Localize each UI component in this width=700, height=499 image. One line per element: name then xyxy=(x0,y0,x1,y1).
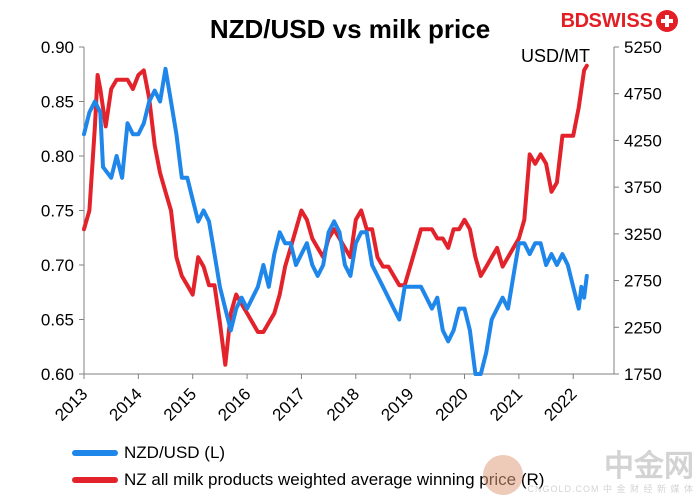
left-axis-tick-label: 0.75 xyxy=(41,202,74,221)
left-axis-tick-label: 0.60 xyxy=(41,365,74,384)
x-axis-tick-label: 2015 xyxy=(160,384,200,424)
x-axis-tick-label: 2020 xyxy=(432,384,472,424)
right-axis-tick-label: 1750 xyxy=(624,365,662,384)
cngold-watermark: 中金网 CNGOLD.COM 中 金 财 经 新 媒 体 xyxy=(483,452,694,495)
x-axis-tick-label: 2013 xyxy=(51,384,91,424)
logo-text-swiss: SWISS xyxy=(588,9,653,32)
legend-label-milk: NZ all milk products weighted average wi… xyxy=(124,470,545,489)
left-axis-tick-label: 0.90 xyxy=(41,38,74,57)
watermark-coin-icon xyxy=(483,455,524,495)
chart-title: NZD/USD vs milk price xyxy=(209,14,491,44)
swiss-cross-icon xyxy=(656,10,678,32)
right-axis-tick-label: 4250 xyxy=(624,131,662,150)
x-axis-tick-label: 2018 xyxy=(323,384,363,424)
logo-text-bd: BD xyxy=(560,9,589,32)
right-axis-tick-label: 4750 xyxy=(624,85,662,104)
left-axis-tick-label: 0.70 xyxy=(41,256,74,275)
right-axis-tick-label: 2750 xyxy=(624,272,662,291)
left-axis-tick-label: 0.80 xyxy=(41,147,74,166)
x-axis-tick-label: 2021 xyxy=(486,384,526,424)
x-axis-tick-label: 2017 xyxy=(269,384,309,424)
left-axis-tick-label: 0.65 xyxy=(41,311,74,330)
watermark-text: 中金网 CNGOLD.COM 中 金 财 经 新 媒 体 xyxy=(527,452,694,495)
x-axis-tick-label: 2019 xyxy=(377,384,417,424)
x-axis-tick-label: 2022 xyxy=(540,384,580,424)
right-axis-unit-label: USD/MT xyxy=(521,46,590,66)
x-axis-tick-label: 2016 xyxy=(214,384,254,424)
legend-swatch-nzdusd xyxy=(72,450,118,456)
left-axis-tick-label: 0.85 xyxy=(41,93,74,112)
legend-item-nzdusd: NZD/USD (L) xyxy=(72,443,225,463)
x-axis-tick-label: 2014 xyxy=(106,384,146,424)
watermark-sub-text: CNGOLD.COM 中 金 财 经 新 媒 体 xyxy=(527,484,694,494)
legend-item-milk: NZ all milk products weighted average wi… xyxy=(72,470,544,490)
legend-swatch-milk xyxy=(72,477,118,483)
series-line-milk xyxy=(82,63,589,367)
right-axis-tick-label: 2250 xyxy=(624,318,662,337)
series-line-nzdusd xyxy=(82,66,589,376)
right-axis-tick-label: 3250 xyxy=(624,225,662,244)
right-axis-tick-label: 3750 xyxy=(624,178,662,197)
legend-label-nzdusd: NZD/USD (L) xyxy=(124,443,226,462)
right-axis-tick-label: 5250 xyxy=(624,38,662,57)
watermark-main-text: 中金网 xyxy=(604,450,694,483)
bdswiss-logo: BD SWISS xyxy=(561,8,678,34)
